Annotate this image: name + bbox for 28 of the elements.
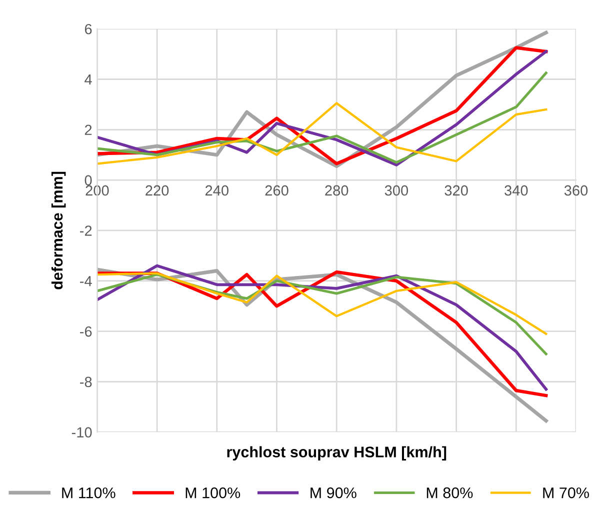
x-tick-label: 360 — [564, 185, 588, 196]
legend-label: M 70% — [543, 487, 589, 498]
x-tick-label: 320 — [444, 185, 468, 196]
line-series — [97, 102, 548, 165]
x-axis-title: rychlost souprav HSLM [km/h] — [227, 446, 446, 460]
x-tick-label: 260 — [265, 185, 288, 196]
legend-label: M 80% — [426, 487, 473, 498]
legend-label: M 110% — [62, 487, 116, 498]
line-series — [97, 272, 548, 335]
x-tick-label: 340 — [504, 185, 528, 196]
x-tick-label: 240 — [205, 185, 228, 196]
x-tick-label: 300 — [384, 185, 408, 196]
legend-label: M 100% — [186, 487, 240, 498]
y-axis-title: deformace [mm] — [51, 172, 66, 290]
line-series — [97, 72, 548, 164]
y-tick-label: -10 — [72, 427, 92, 438]
y-tick-label: -4 — [80, 276, 92, 286]
y-tick-label: -6 — [80, 326, 92, 337]
y-tick-label: 6 — [84, 24, 92, 34]
x-tick-label: 200 — [86, 185, 109, 196]
y-tick-label: -8 — [80, 376, 92, 388]
x-tick-label: 280 — [325, 185, 348, 196]
y-tick-label: 4 — [84, 74, 92, 85]
y-tick-label: -2 — [80, 226, 92, 236]
y-tick-label: 2 — [84, 124, 92, 135]
x-tick-label: 220 — [146, 185, 169, 196]
y-tick-label: 0 — [84, 175, 92, 186]
legend-label: M 90% — [310, 487, 356, 498]
